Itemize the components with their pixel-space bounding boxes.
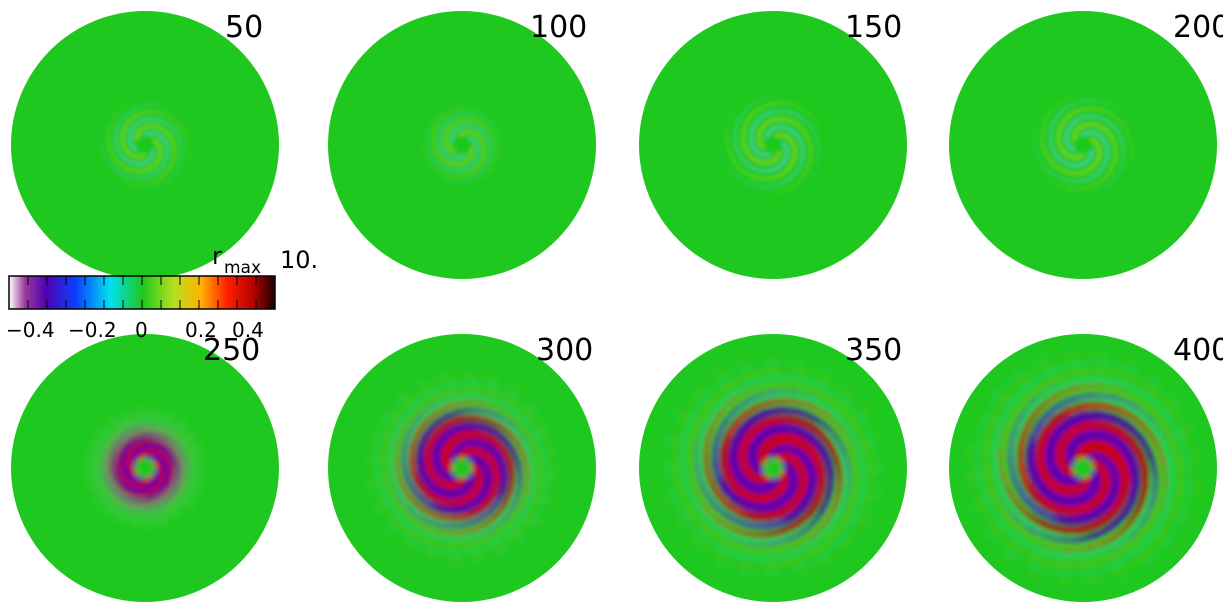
outer-halo-cyan [649,355,865,576]
outer-halo-cyan [665,344,886,560]
spiral-arm-positive [710,109,812,196]
colorbar-label-max: max [224,258,262,278]
colorbar-tick: −0.4 [6,318,55,342]
disk-map [639,11,907,279]
disk-map [639,334,907,602]
spiral-arm-positive [377,398,515,536]
time-label: 200 [1173,10,1223,45]
time-label: 350 [845,333,903,368]
disk-map [949,334,1217,602]
colorbar-gradient [8,275,276,310]
colorbar-label-value: 10. [280,246,319,274]
spiral-arm-negative [101,413,193,503]
spiral-arm-negative [711,390,871,541]
spiral-arm-positive [726,86,833,181]
disk-center [452,135,472,155]
panel-t100: 100 [322,5,602,285]
disk-center [1073,458,1093,478]
time-label: 150 [845,10,903,45]
panel-t300: 300 [322,328,602,608]
disk-center [763,135,783,155]
time-label: 300 [536,333,594,368]
disk-center [135,458,155,478]
spiral-arm-negative [713,109,820,204]
spiral-arm-negative [110,424,200,516]
outer-halo-cyan [681,360,897,581]
disk-center [1073,135,1093,155]
time-label: 100 [530,10,588,45]
colorbar: r max 10. −0.4 −0.2 0 0.2 0.4 [0,240,340,350]
time-label: 50 [225,10,264,45]
disk-map [11,11,279,279]
panel-t200: 200 [943,5,1223,285]
time-label: 250 [203,333,261,368]
spiral-arm-negative [90,420,180,512]
colorbar-tick: 0.4 [232,318,264,342]
disk-map [949,11,1217,279]
disk-map [11,334,279,602]
panel-t250: 250 [5,328,285,608]
time-label: 400 [1173,333,1223,368]
spiral-arm-positive [392,415,530,553]
spiral-arm-positive [409,400,547,538]
panel-t150: 150 [633,5,913,285]
spiral-arm-negative [675,395,835,546]
panel-t350: 350 [633,328,913,608]
colorbar-tick: −0.2 [68,318,117,342]
disk-map [328,11,596,279]
disk-center [763,458,783,478]
spiral-arm-positive [394,383,532,521]
colorbar-tick: 0 [135,318,148,342]
spiral-arm-negative [700,406,851,566]
disk-map [328,334,596,602]
panel-t50: 50 [5,5,285,285]
panel-t400: 400 [943,328,1223,608]
outer-halo-cyan [660,376,881,592]
colorbar-tick: 0.2 [185,318,217,342]
disk-center [452,458,472,478]
spiral-arm-negative [97,433,189,523]
spiral-arm-negative [734,94,836,181]
colorbar-label-r: r [212,242,222,270]
disk-center [135,135,155,155]
